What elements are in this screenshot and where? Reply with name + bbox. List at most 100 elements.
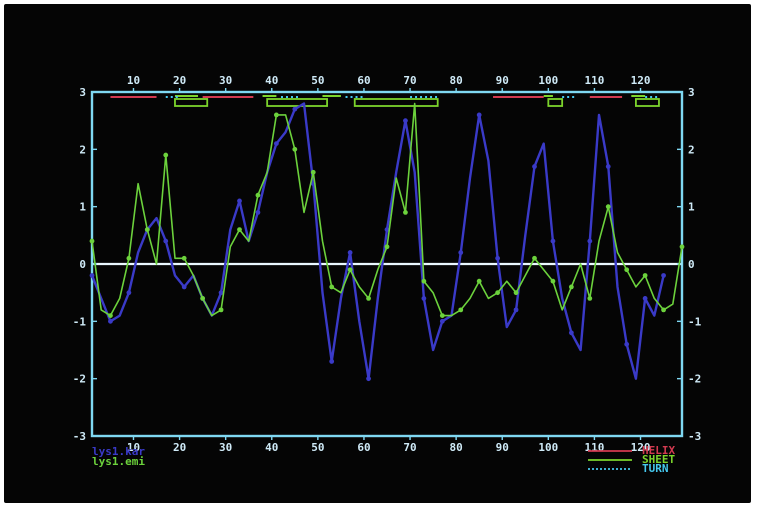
series-2-point (181, 255, 187, 261)
series-2-point (273, 112, 279, 118)
series-2-point (163, 152, 169, 158)
x-tick-label-top: 30 (219, 74, 232, 87)
series-1-point (89, 273, 95, 278)
series-1-point (568, 330, 574, 336)
y-tick-label-left: 0 (79, 258, 86, 271)
x-tick-label-bottom: 80 (450, 441, 463, 454)
series-2-point (624, 267, 630, 273)
series-1-point (292, 106, 298, 112)
x-tick-label-bottom: 20 (173, 441, 186, 454)
series-2-point (237, 227, 242, 233)
series-2-point (292, 146, 298, 152)
x-tick-label-top: 10 (127, 74, 140, 87)
series-2-point (458, 307, 464, 313)
y-tick-label-left: 3 (79, 86, 86, 99)
series-2-point (661, 307, 666, 313)
series-1-point (476, 112, 482, 118)
y-tick-label-left: -1 (73, 315, 87, 328)
y-tick-label-left: -3 (73, 430, 86, 443)
x-tick-label-top: 70 (403, 74, 416, 87)
series-1-point (126, 290, 132, 296)
x-tick-label-bottom: 110 (584, 441, 604, 454)
plot-frame (90, 88, 684, 440)
series-2-point (550, 278, 556, 284)
series-1-point (439, 318, 445, 324)
series-2-point (568, 284, 574, 290)
series-line-1 (90, 102, 665, 380)
x-tick-label-top: 80 (450, 74, 463, 87)
series-2-point (329, 284, 335, 290)
legend-file-label: lys1.emi (92, 455, 145, 468)
x-tick-label-top: 100 (538, 74, 558, 87)
series-1-point (108, 318, 113, 324)
sheet-box (547, 98, 564, 107)
series-1-point (624, 341, 630, 347)
x-tick-label-bottom: 120 (631, 441, 651, 454)
series-1-point (661, 273, 666, 278)
x-tick-label-top: 50 (311, 74, 324, 87)
x-tick-label-top: 40 (265, 74, 278, 87)
series-2-point (513, 290, 519, 296)
series-2-point (476, 278, 482, 284)
series-1-point (550, 238, 556, 244)
legend-file-label: lys1.kar (92, 445, 145, 458)
x-tick-label-bottom: 10 (127, 441, 140, 454)
x-tick-label-top: 20 (173, 74, 186, 87)
series-2-point (495, 290, 501, 296)
x-tick-label-top: 120 (631, 74, 651, 87)
y-tick-label-left: -2 (73, 373, 86, 386)
series-2-point (366, 296, 371, 301)
x-tick-label-top: 90 (496, 74, 509, 87)
x-tick-label-bottom: 30 (219, 441, 232, 454)
series-layer (89, 102, 685, 382)
sheet-box (353, 98, 439, 107)
series-1-point (163, 238, 169, 244)
series-2-point (421, 278, 427, 284)
series-1-point (403, 118, 408, 124)
x-tick-label-bottom: 50 (311, 441, 324, 454)
sheet-box (174, 98, 209, 107)
series-2-point (108, 313, 113, 318)
series-1-point (384, 227, 390, 233)
series-2-point (605, 204, 611, 210)
series-1-point (458, 250, 464, 255)
series-1-point (513, 307, 519, 313)
series-2-point (347, 267, 353, 273)
series-1-point (642, 296, 648, 301)
series-2-point (89, 238, 95, 244)
series-1-point (532, 164, 537, 169)
series-2-point (218, 307, 224, 313)
legend-structure-label: TURN (642, 462, 669, 475)
series-1-point (421, 296, 427, 301)
series-2-point (403, 210, 408, 215)
series-1-point (237, 198, 242, 204)
series-1-point (273, 141, 279, 147)
series-2-point (532, 255, 537, 261)
series-1-point (347, 250, 353, 255)
x-tick-label-bottom: 90 (496, 441, 509, 454)
y-tick-label-right: 2 (688, 143, 695, 156)
series-1-point (587, 238, 593, 244)
secondary-structure-strip (110, 95, 660, 107)
y-tick-label-left: 2 (79, 143, 86, 156)
series-2-point (642, 273, 648, 278)
sheet-box (635, 98, 660, 107)
tick-labels: 1010202030304040505060607070808090901001… (73, 74, 702, 454)
series-2-point (439, 313, 445, 318)
y-tick-label-right: 0 (688, 258, 695, 271)
x-tick-label-bottom: 40 (265, 441, 278, 454)
series-1-point (495, 255, 501, 261)
y-tick-label-right: 3 (688, 86, 695, 99)
series-1-point (605, 164, 611, 169)
x-tick-label-bottom: 60 (357, 441, 370, 454)
legend-structure-label: SHEET (642, 453, 675, 466)
series-2-point (587, 296, 593, 301)
y-tick-label-right: 1 (688, 201, 695, 214)
y-tick-label-right: -2 (688, 373, 701, 386)
series-2-point (310, 169, 316, 175)
series-1-point (366, 376, 371, 382)
x-tick-label-top: 110 (584, 74, 604, 87)
series-2-point (384, 244, 390, 250)
